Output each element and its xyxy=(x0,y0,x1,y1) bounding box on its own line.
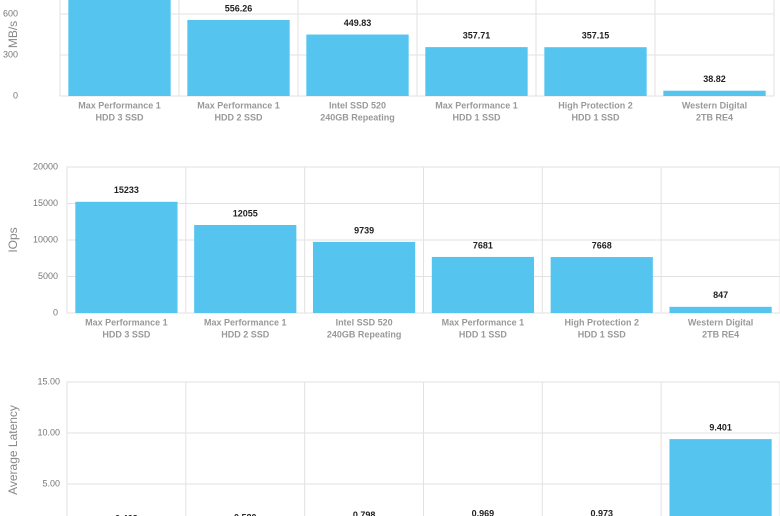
x-tick-label: Max Performance 1 xyxy=(85,317,168,327)
x-tick-label: 2TB RE4 xyxy=(702,329,739,339)
value-label: 9.401 xyxy=(709,422,732,432)
y-tick-label: 20000 xyxy=(33,161,58,171)
value-label: 0.580 xyxy=(234,512,257,516)
y-axis-label: Average Latency xyxy=(6,405,20,495)
bar xyxy=(306,34,409,96)
y-tick-label: 15.00 xyxy=(37,376,60,386)
bar xyxy=(431,256,535,313)
y-axis-label: IOps xyxy=(6,227,20,252)
bar xyxy=(75,201,178,313)
bar xyxy=(669,439,772,516)
y-tick-label: 5000 xyxy=(38,271,58,281)
bar xyxy=(544,47,647,96)
bar xyxy=(68,0,171,96)
x-tick-label: HDD 3 SSD xyxy=(102,329,151,339)
y-tick-label: 10.00 xyxy=(37,427,60,437)
x-tick-label: HDD 1 SSD xyxy=(459,329,508,339)
bar xyxy=(550,257,653,313)
value-label: 449.83 xyxy=(344,18,372,28)
x-tick-label: High Protection 2 xyxy=(564,317,639,327)
value-label: 0.798 xyxy=(353,510,376,516)
y-tick-label: 10000 xyxy=(33,234,58,244)
bar xyxy=(194,224,297,313)
x-tick-label: Max Performance 1 xyxy=(442,317,525,327)
bar xyxy=(312,241,416,313)
x-tick-label: HDD 3 SSD xyxy=(95,112,144,122)
x-tick-label: Max Performance 1 xyxy=(204,317,287,327)
y-tick-label: 15000 xyxy=(33,198,58,208)
x-tick-label: High Protection 2 xyxy=(558,100,633,110)
value-label: 7681 xyxy=(473,240,493,250)
y-tick-label: 0 xyxy=(53,307,58,317)
y-axis-label: MB/s xyxy=(6,21,20,48)
value-label: 357.15 xyxy=(582,31,610,41)
value-label: 0.969 xyxy=(472,508,495,516)
x-tick-label: Western Digital xyxy=(688,317,753,327)
value-label: 12055 xyxy=(233,208,258,218)
x-tick-label: Intel SSD 520 xyxy=(336,317,393,327)
bar xyxy=(663,90,766,96)
value-label: 847 xyxy=(713,290,728,300)
x-tick-label: 240GB Repeating xyxy=(320,112,395,122)
x-tick-label: HDD 2 SSD xyxy=(214,112,263,122)
bar xyxy=(425,47,528,96)
x-tick-label: 240GB Repeating xyxy=(327,329,402,339)
bar xyxy=(669,306,772,313)
x-tick-label: Intel SSD 520 xyxy=(329,100,386,110)
value-label: 0.463 xyxy=(115,514,138,516)
x-tick-label: HDD 1 SSD xyxy=(452,112,501,122)
x-tick-label: HDD 1 SSD xyxy=(571,112,620,122)
y-tick-label: 0 xyxy=(13,90,18,100)
value-label: 9739 xyxy=(354,225,374,235)
bar xyxy=(187,19,290,97)
x-tick-label: Max Performance 1 xyxy=(78,100,161,110)
x-tick-label: Western Digital xyxy=(682,100,747,110)
y-tick-label: 300 xyxy=(3,49,18,59)
x-tick-label: HDD 1 SSD xyxy=(578,329,627,339)
value-label: 15233 xyxy=(114,185,139,195)
x-tick-label: Max Performance 1 xyxy=(435,100,518,110)
x-tick-label: HDD 2 SSD xyxy=(221,329,270,339)
value-label: 357.71 xyxy=(463,30,491,40)
x-tick-label: 2TB RE4 xyxy=(696,112,733,122)
value-label: 7668 xyxy=(592,240,612,250)
value-label: 0.973 xyxy=(590,508,613,516)
value-label: 556.26 xyxy=(225,3,253,13)
x-tick-label: Max Performance 1 xyxy=(197,100,280,110)
y-tick-label: 600 xyxy=(3,8,18,18)
y-tick-label: 5.00 xyxy=(42,478,60,488)
value-label: 38.82 xyxy=(703,74,726,84)
